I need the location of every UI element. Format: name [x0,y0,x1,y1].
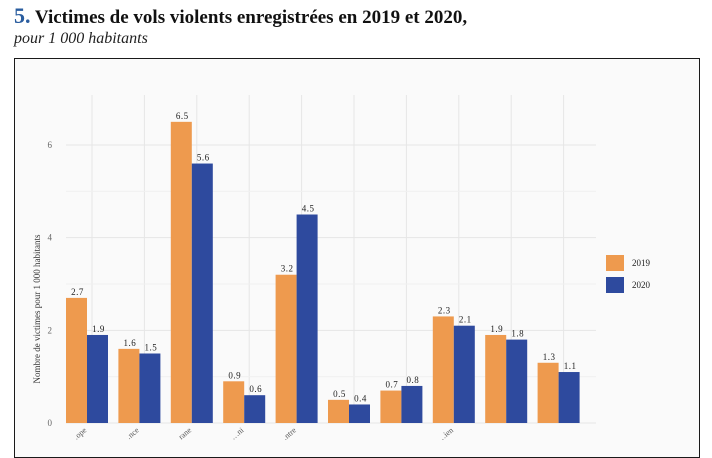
bar-2019 [223,381,245,423]
value-label-2019: 0.5 [333,389,346,399]
value-label-2020: 1.1 [564,361,577,371]
figure-number: 5. [14,3,31,28]
value-label-2019: 1.9 [490,324,503,334]
value-label-2019: 2.3 [438,305,451,315]
bar-2020 [453,325,475,423]
x-axis-categories: …ope …nce …rane …ni …ntre …ien [68,425,456,440]
value-label-2019: 0.7 [386,380,399,390]
x-category-label: …nce [120,425,141,440]
x-category-label: …ope [68,425,89,440]
bar-2019 [170,121,192,423]
bar-2019 [485,334,507,423]
legend-swatch-2019 [606,255,624,271]
y-axis: 0 2 4 6 Nombre de victimes pour 1 000 habita… [32,140,53,428]
y-tick-label: 0 [48,418,53,428]
y-tick-label: 6 [48,140,53,150]
bar-2020 [349,404,370,423]
value-label-2020: 1.8 [511,329,524,339]
value-label-2020: 0.4 [354,393,367,403]
bar-2019 [328,399,349,423]
bar-2020 [191,163,213,424]
y-tick-label: 4 [48,233,53,243]
chart-header: 5. Victimes de vols violents enregistrée… [14,4,704,48]
bar-2020 [139,353,161,423]
value-label-2019: 6.5 [176,111,189,121]
x-category-label: …ntre [276,425,298,440]
legend-label-2019: 2019 [632,258,651,268]
value-label-2019: 3.2 [281,264,294,274]
value-label-2020: 1.5 [145,343,158,353]
bar-2020 [506,339,528,423]
bar-2019 [537,362,559,423]
legend-swatch-2020 [606,277,624,293]
bar-2019 [118,348,140,423]
bars [66,121,580,424]
bar-2019 [432,316,454,423]
value-label-2020: 0.8 [407,375,420,385]
value-labels: 2.7 1.9 1.6 1.5 6.5 5.6 0.9 0.6 3.2 4.5 0.5 0.4 0.7 0… [71,111,576,404]
x-category-label: …ien [436,426,455,440]
bar-2020 [558,372,580,423]
legend-label-2020: 2020 [632,280,651,290]
y-axis-title: Nombre de victimes pour 1 000 habitants [32,234,42,383]
bar-2020 [87,334,108,423]
value-label-2019: 1.6 [124,338,137,348]
chart-subtitle: pour 1 000 habitants [14,30,148,47]
bar-2019 [380,390,402,423]
x-category-label: …rane [171,425,194,440]
bar-2020 [244,395,266,423]
bar-chart: 0 2 4 6 Nombre de victimes pour 1 000 habita… [32,95,651,440]
value-label-2020: 2.1 [459,315,472,325]
value-label-2019: 2.7 [71,287,84,297]
value-label-2020: 4.5 [302,204,315,214]
bar-2019 [66,297,87,423]
y-tick-label: 2 [48,325,53,335]
value-label-2019: 1.3 [543,352,556,362]
value-label-2020: 0.6 [249,384,262,394]
bar-2020 [401,385,423,423]
chart-title: Victimes de vols violents enregistrées e… [34,7,468,28]
value-label-2019: 0.9 [228,370,241,380]
chart-title-line: 5. Victimes de vols violents enregistrée… [14,4,704,30]
legend: 2019 2020 [606,255,651,293]
value-label-2020: 1.9 [92,324,105,334]
value-label-2020: 5.6 [197,153,210,163]
bar-2019 [275,274,297,423]
bar-2020 [296,214,318,423]
x-category-label: …ni [229,425,246,440]
